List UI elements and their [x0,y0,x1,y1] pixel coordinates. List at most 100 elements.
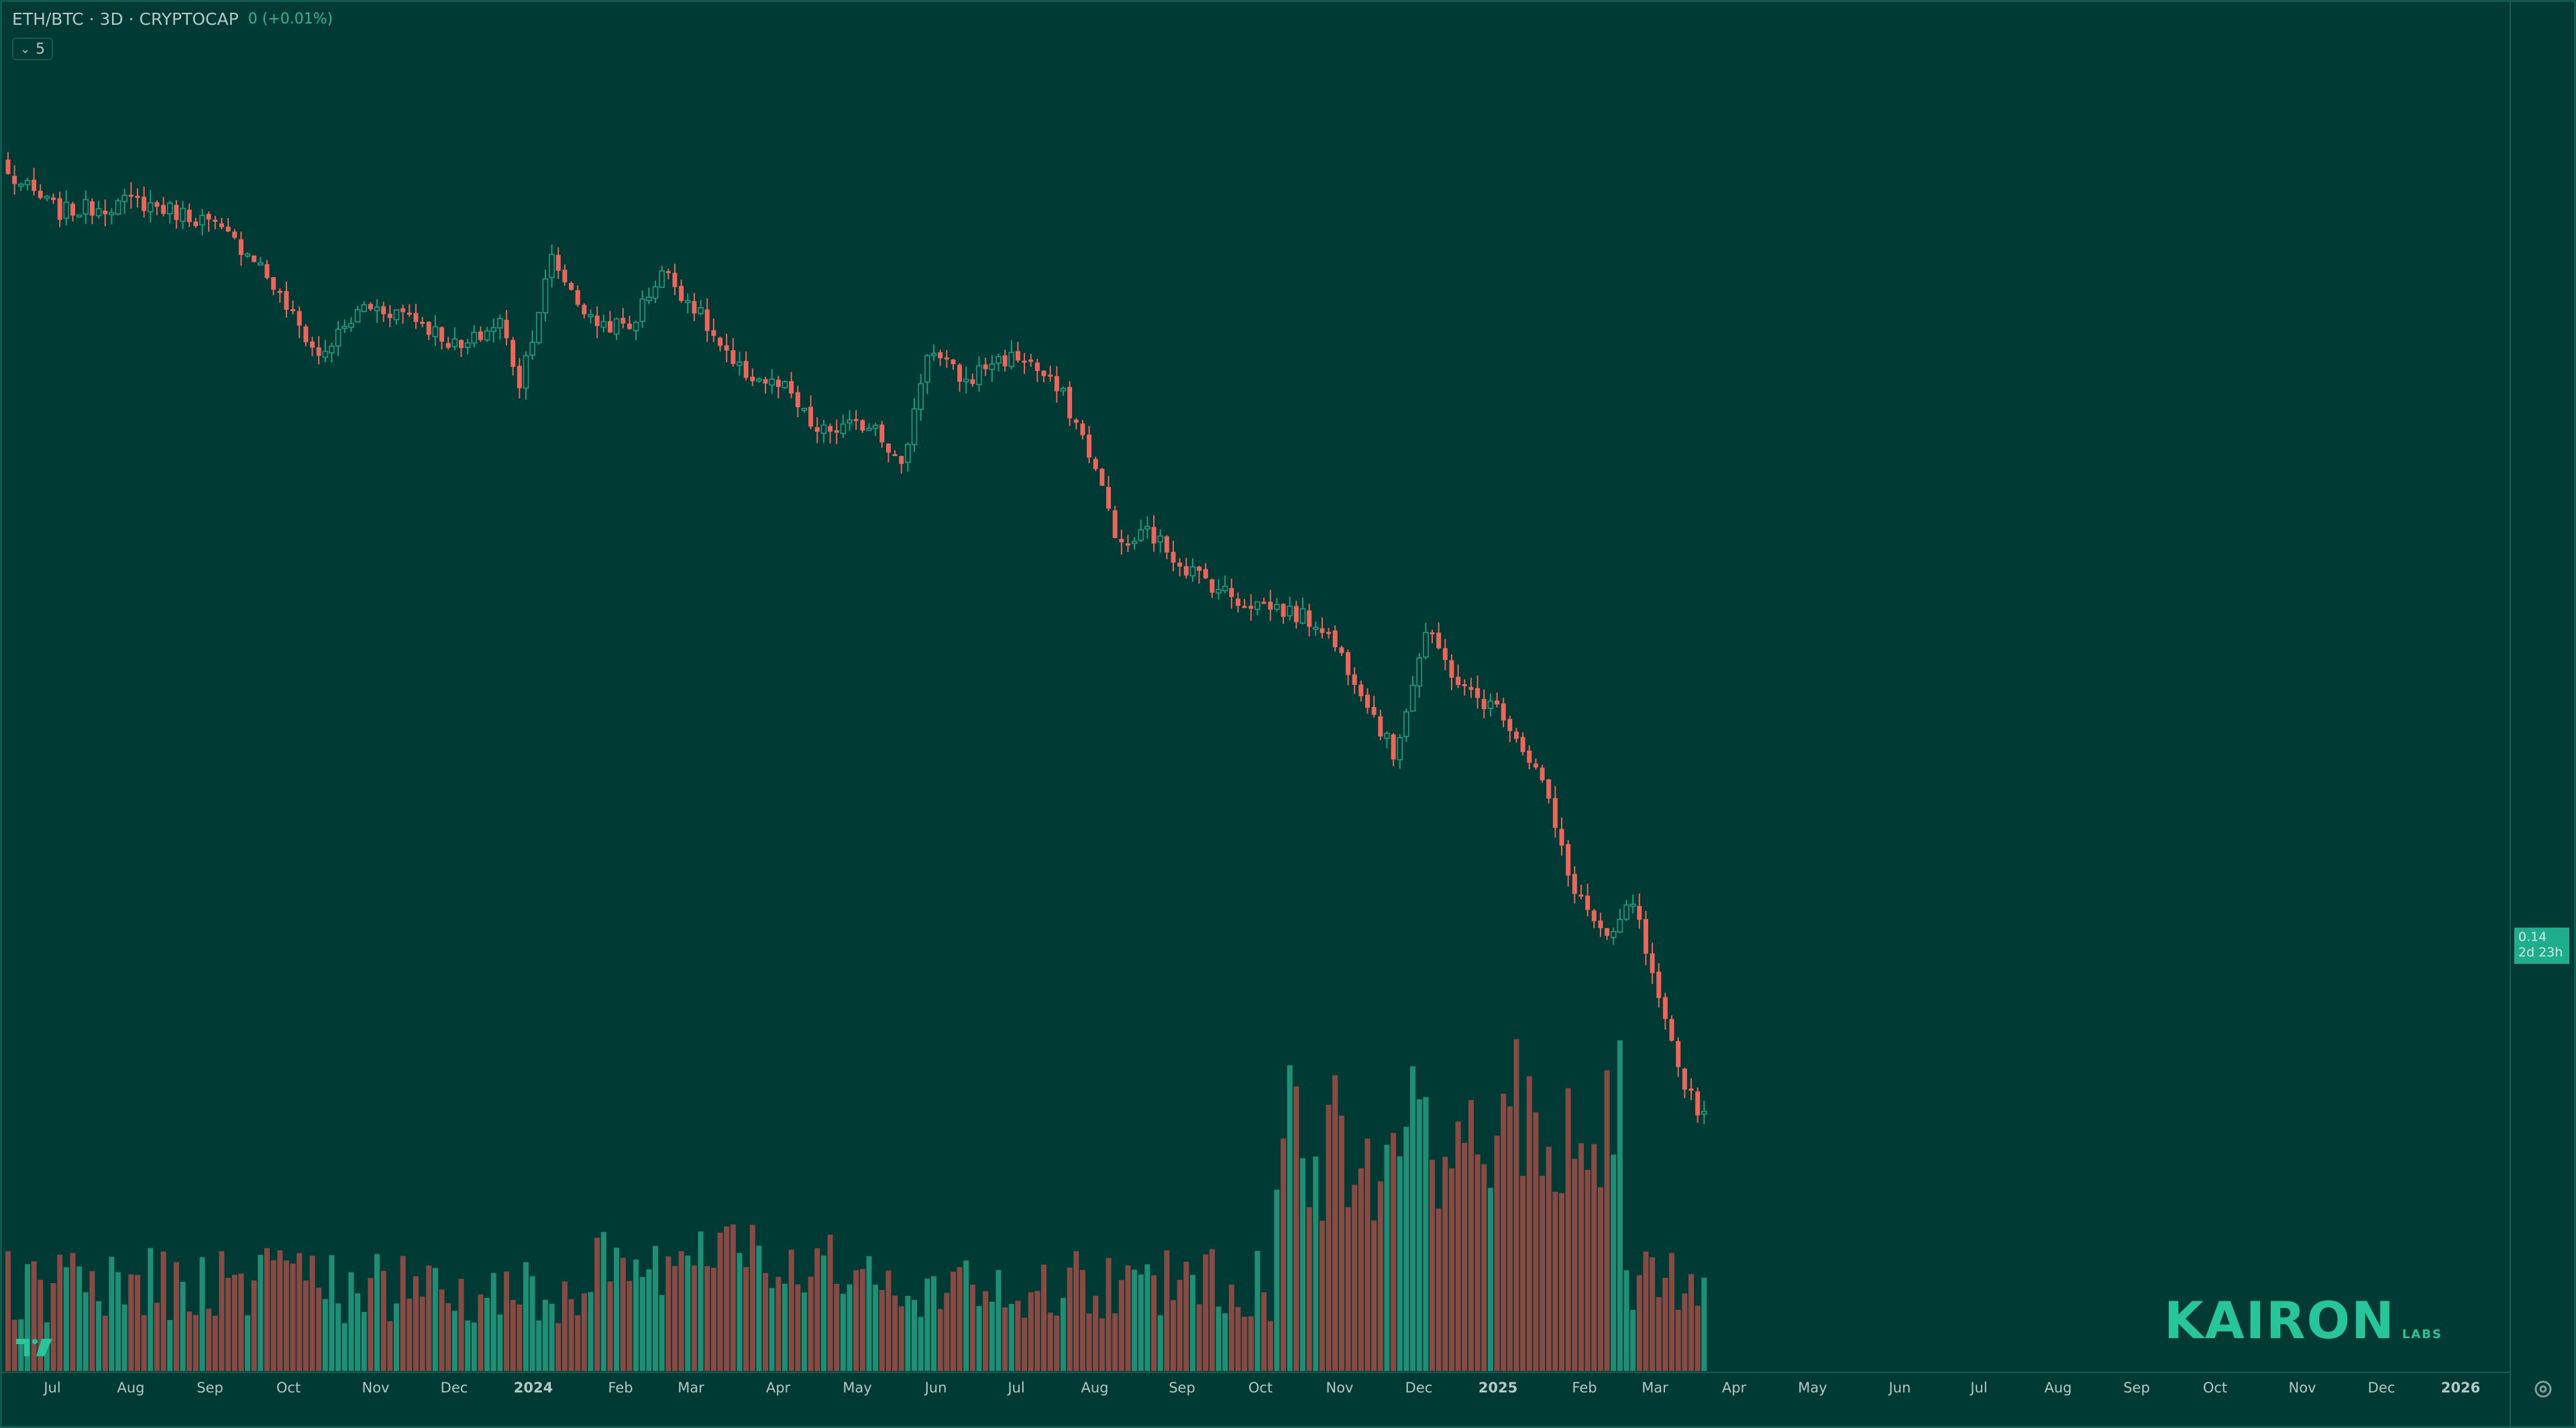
volume-bar [1604,1070,1610,1371]
tradingview-logo-icon[interactable] [15,1336,54,1360]
volume-bar [859,1269,865,1371]
candle-countdown: 2d 23h [2518,945,2563,960]
volume-bar [1662,1278,1668,1371]
volume-bar [96,1301,102,1371]
volume-bar [1430,1160,1435,1371]
candle-body [1060,388,1067,392]
candle-body [432,326,439,337]
volume-bar [1132,1270,1138,1371]
time-tick-label: Sep [1169,1380,1195,1396]
time-tick-label: Oct [276,1380,301,1396]
candle-body [1495,700,1499,705]
volume-bar [451,1311,458,1371]
volume-bar [335,1303,341,1371]
volume-bar [885,1270,892,1371]
time-tick-label: Apr [1722,1380,1747,1396]
volume-bar [1675,1309,1681,1371]
candle-body [1087,434,1092,458]
volume-bar [1448,1168,1454,1371]
volume-bar [930,1276,936,1371]
candle-body [420,321,425,324]
volume-bar [1054,1315,1060,1371]
volume-bar [38,1280,44,1371]
indicator-collapse-button[interactable]: ⌄ 5 [12,38,54,60]
candle-body [944,357,949,360]
volume-bar [135,1274,140,1371]
candle-body [692,300,697,314]
volume-bar [1695,1305,1701,1371]
time-tick-label: Dec [1405,1380,1433,1396]
candles [5,152,1707,1125]
volume-bar [510,1300,516,1371]
volume-bar [588,1292,594,1371]
candle-body [277,290,282,293]
volume-bar [128,1274,134,1371]
volume-bar [1688,1274,1694,1371]
candle-body [1430,632,1435,635]
candle-body [872,425,879,429]
candle-body [828,426,833,432]
candle-body [109,212,115,215]
candle-body [782,381,788,388]
candle-body [1281,604,1286,617]
candle-body [1002,355,1008,367]
candle-body [575,290,580,305]
volume-bar [1261,1292,1267,1371]
candle-body [1442,648,1448,661]
gear-icon[interactable] [2530,1376,2556,1402]
candle-body [1617,918,1623,933]
candle-body [1610,931,1617,938]
volume-bar [1338,1115,1344,1371]
candle-body [361,304,368,313]
volume-bar [413,1276,419,1371]
candle-body [1171,551,1176,563]
candle-body [1236,598,1240,606]
candle-body [1643,919,1648,954]
volume-bar [1397,1156,1403,1371]
candle-body [1144,526,1150,530]
candle-body [303,326,309,343]
candle-body [1650,953,1655,973]
volume-bar [1267,1321,1273,1371]
candle-body [808,406,814,427]
candle-body [264,264,270,278]
candle-body [439,327,445,342]
candle-body [756,378,762,382]
volume-bar [944,1293,950,1371]
candle-body [951,360,956,364]
volume-bar [633,1259,639,1371]
candle-body [63,201,70,219]
volume-bar [1028,1292,1034,1371]
volume-bar [1313,1156,1319,1371]
candle-body [820,424,827,434]
candle-body [1177,562,1183,567]
volume-bar [1391,1133,1397,1371]
candle-body [775,380,781,387]
time-tick-label: Jul [1969,1380,1987,1396]
volume-bar [471,1322,477,1371]
volume-bar [1371,1220,1377,1371]
candle-body [899,456,904,464]
volume-bar [1067,1267,1073,1371]
candle-body [76,214,83,218]
candle-body [24,180,31,186]
candle-body [834,430,839,433]
volume-bar [581,1293,587,1371]
candle-body [866,427,872,431]
volume-bar [820,1255,826,1371]
candle-body [613,318,620,335]
symbol-label[interactable]: ETH/BTC · 3D · CRYPTOCAP [12,9,239,29]
volume-bar [141,1315,147,1371]
candle-body [1022,360,1027,363]
volume-bar [1416,1099,1422,1371]
volume-bar [1157,1315,1163,1371]
candle-body [1487,700,1494,709]
candle-body [1676,1041,1681,1067]
last-price-label: 0.14 2d 23h [2514,928,2569,964]
volume-bar [1474,1154,1481,1371]
candle-body [497,318,503,329]
candle-body [213,219,218,222]
time-tick-label: Jul [42,1380,60,1396]
candle-body [174,205,179,220]
